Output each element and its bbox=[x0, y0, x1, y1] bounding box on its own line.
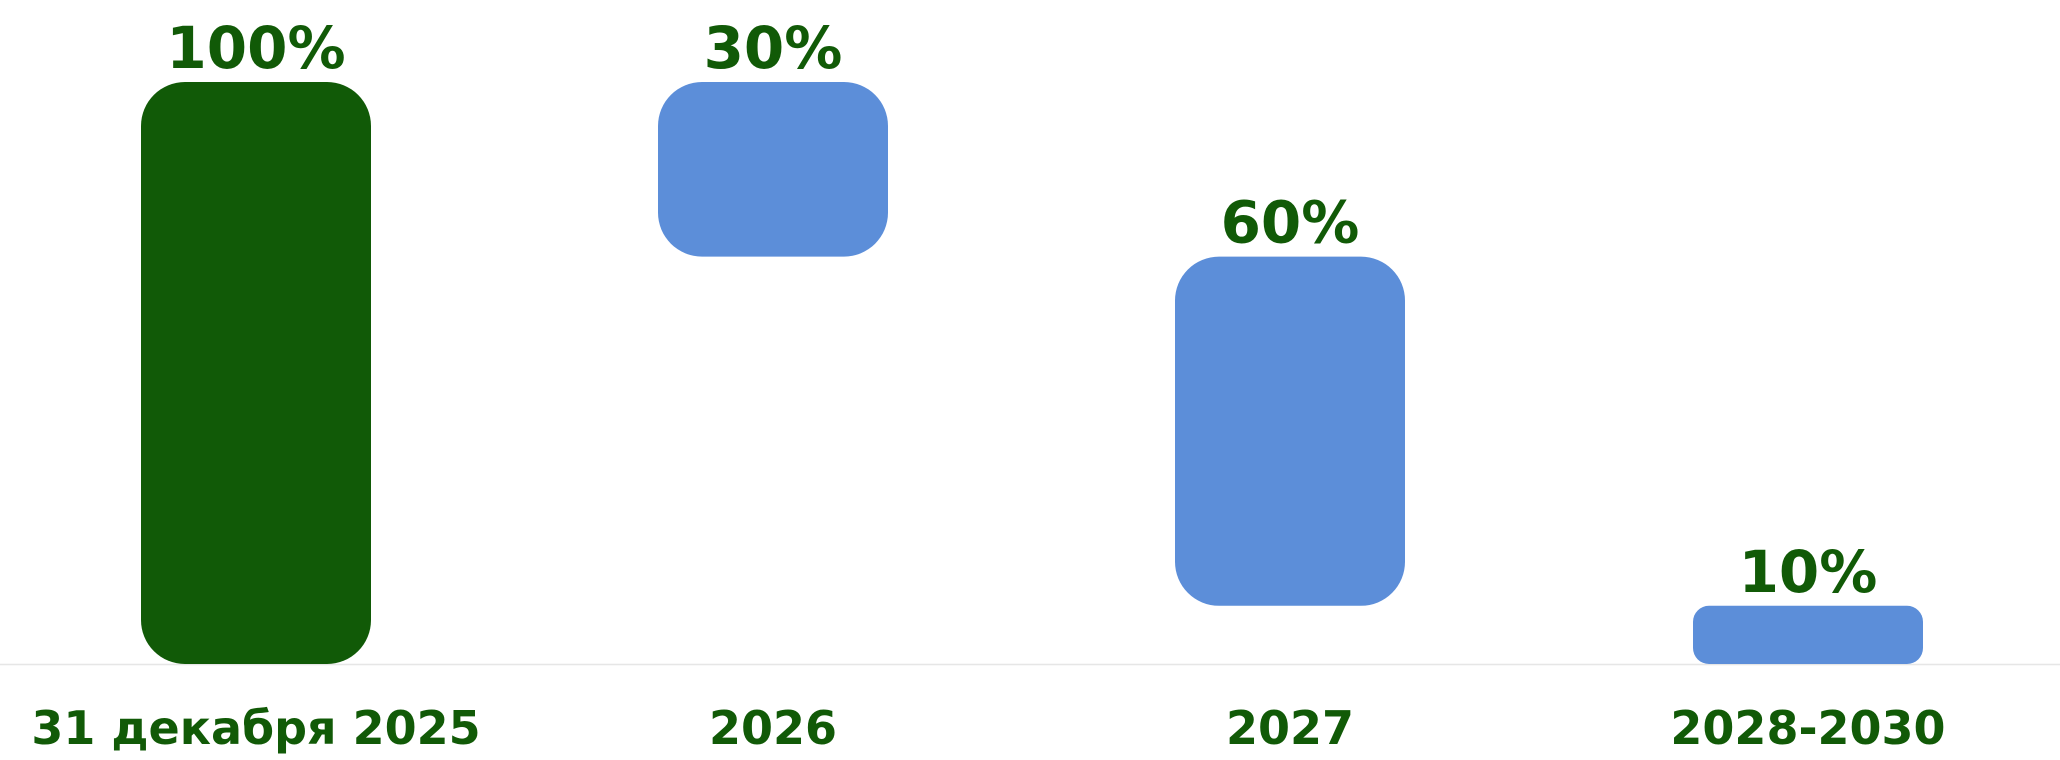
value-labels-layer: 100% 30% 60% 10% bbox=[166, 14, 1877, 606]
bar-1 bbox=[141, 82, 371, 664]
category-label-3: 2027 bbox=[1226, 701, 1354, 755]
bar-2 bbox=[658, 82, 888, 257]
bar-4 bbox=[1693, 605, 1923, 664]
category-label-2: 2026 bbox=[709, 701, 837, 755]
value-label-3: 60% bbox=[1221, 189, 1360, 257]
value-label-1: 100% bbox=[166, 14, 345, 82]
bars-layer bbox=[141, 82, 1923, 664]
category-label-1: 31 декабря 2025 bbox=[31, 701, 480, 755]
bar-3 bbox=[1175, 256, 1405, 606]
value-label-2: 30% bbox=[704, 14, 843, 82]
category-labels-layer: 31 декабря 2025 2026 2027 2028-2030 bbox=[31, 701, 1945, 755]
category-label-4: 2028-2030 bbox=[1670, 701, 1945, 755]
value-label-4: 10% bbox=[1739, 538, 1878, 606]
